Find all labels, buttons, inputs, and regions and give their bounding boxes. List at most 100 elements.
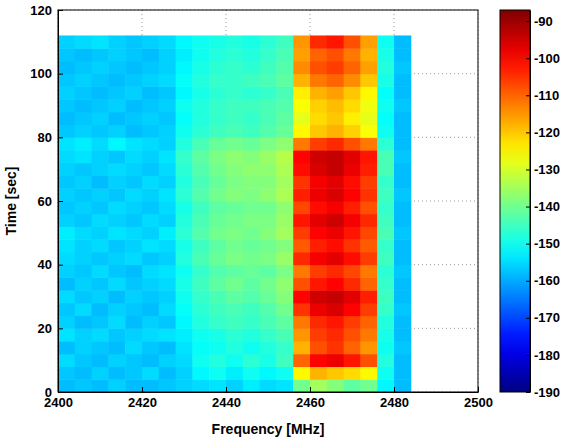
heatmap-cell bbox=[75, 188, 92, 201]
heatmap-cell bbox=[92, 48, 109, 61]
heatmap-cell bbox=[92, 201, 109, 214]
heatmap-cell bbox=[243, 86, 260, 99]
heatmap-cell bbox=[192, 226, 209, 239]
heatmap-cell bbox=[310, 35, 327, 48]
heatmap-cell bbox=[159, 112, 176, 125]
heatmap-cell bbox=[108, 316, 125, 329]
heatmap-cell bbox=[293, 176, 310, 189]
heatmap-cell bbox=[226, 316, 243, 329]
heatmap-cell bbox=[327, 277, 344, 290]
tick-label: 2480 bbox=[380, 395, 409, 410]
heatmap-cell bbox=[377, 74, 394, 87]
heatmap-cell bbox=[293, 214, 310, 227]
heatmap-cell bbox=[125, 290, 142, 303]
heatmap-cell bbox=[310, 74, 327, 87]
heatmap-cell bbox=[377, 226, 394, 239]
heatmap-cell bbox=[108, 61, 125, 74]
heatmap-cell bbox=[360, 163, 377, 176]
heatmap-cell bbox=[108, 265, 125, 278]
heatmap-cell bbox=[159, 35, 176, 48]
heatmap-cell bbox=[243, 150, 260, 163]
heatmap-cell bbox=[243, 188, 260, 201]
heatmap-cell bbox=[226, 163, 243, 176]
heatmap-cell bbox=[176, 367, 193, 380]
heatmap-cell bbox=[293, 35, 310, 48]
heatmap-cell bbox=[226, 252, 243, 265]
heatmap-cell bbox=[344, 303, 361, 316]
heatmap-cell bbox=[394, 61, 411, 74]
heatmap-cell bbox=[327, 354, 344, 367]
tick: -160 bbox=[526, 273, 560, 288]
heatmap-cell bbox=[58, 239, 75, 252]
heatmap-cell bbox=[209, 99, 226, 112]
heatmap-cell bbox=[310, 150, 327, 163]
heatmap-cell bbox=[108, 201, 125, 214]
heatmap-cell bbox=[209, 303, 226, 316]
heatmap-cell bbox=[58, 48, 75, 61]
heatmap-cell bbox=[142, 61, 159, 74]
heatmap-cell bbox=[327, 61, 344, 74]
heatmap-cell bbox=[108, 303, 125, 316]
heatmap-cell bbox=[327, 86, 344, 99]
heatmap-cell bbox=[310, 99, 327, 112]
heatmap-cell bbox=[142, 367, 159, 380]
heatmap-cell bbox=[276, 265, 293, 278]
axis-line bbox=[59, 392, 479, 393]
heatmap-cell bbox=[192, 35, 209, 48]
heatmap-cell bbox=[310, 277, 327, 290]
heatmap-cell bbox=[226, 35, 243, 48]
heatmap-cell bbox=[394, 354, 411, 367]
heatmap-cell bbox=[142, 137, 159, 150]
heatmap-cell bbox=[243, 265, 260, 278]
heatmap-cell bbox=[344, 150, 361, 163]
heatmap-cell bbox=[344, 176, 361, 189]
heatmap-cell bbox=[176, 125, 193, 138]
heatmap-cell bbox=[360, 303, 377, 316]
tick-mark bbox=[394, 387, 395, 392]
heatmap-cell bbox=[75, 367, 92, 380]
heatmap-cell bbox=[159, 86, 176, 99]
heatmap-cell bbox=[260, 35, 277, 48]
heatmap-cell bbox=[108, 341, 125, 354]
heatmap-cell bbox=[192, 74, 209, 87]
heatmap-cell bbox=[176, 252, 193, 265]
heatmap-cell bbox=[310, 48, 327, 61]
heatmap-cell bbox=[142, 252, 159, 265]
heatmap-cell bbox=[209, 252, 226, 265]
tick-label: 2420 bbox=[128, 395, 157, 410]
tick-label: -100 bbox=[534, 51, 560, 66]
heatmap-cell bbox=[344, 379, 361, 392]
heatmap-cell bbox=[108, 277, 125, 290]
heatmap-cell bbox=[276, 341, 293, 354]
heatmap-cell bbox=[159, 303, 176, 316]
heatmap-cell bbox=[394, 303, 411, 316]
tick-label: 80 bbox=[38, 130, 52, 145]
heatmap-cell bbox=[108, 379, 125, 392]
heatmap-cell bbox=[75, 316, 92, 329]
heatmap-cell bbox=[92, 163, 109, 176]
heatmap-cell bbox=[377, 290, 394, 303]
heatmap-cell bbox=[260, 163, 277, 176]
heatmap-cell bbox=[58, 86, 75, 99]
heatmap-cell bbox=[394, 214, 411, 227]
heatmap-cell bbox=[327, 328, 344, 341]
heatmap-cell bbox=[125, 328, 142, 341]
heatmap-cell bbox=[142, 163, 159, 176]
heatmap-cell bbox=[327, 150, 344, 163]
heatmap-cell bbox=[58, 265, 75, 278]
heatmap-cell bbox=[58, 277, 75, 290]
heatmap-cell bbox=[176, 48, 193, 61]
heatmap-cell bbox=[394, 265, 411, 278]
heatmap-cell bbox=[293, 354, 310, 367]
tick-label: -190 bbox=[534, 385, 560, 400]
heatmap-cell bbox=[293, 265, 310, 278]
heatmap-cell bbox=[192, 125, 209, 138]
heatmap-cell bbox=[226, 328, 243, 341]
heatmap-cell bbox=[159, 316, 176, 329]
tick-mark bbox=[526, 244, 530, 245]
heatmap-cell bbox=[125, 316, 142, 329]
tick-mark bbox=[58, 74, 63, 75]
heatmap-cell bbox=[310, 367, 327, 380]
heatmap-cell bbox=[327, 163, 344, 176]
heatmap-cell bbox=[226, 99, 243, 112]
